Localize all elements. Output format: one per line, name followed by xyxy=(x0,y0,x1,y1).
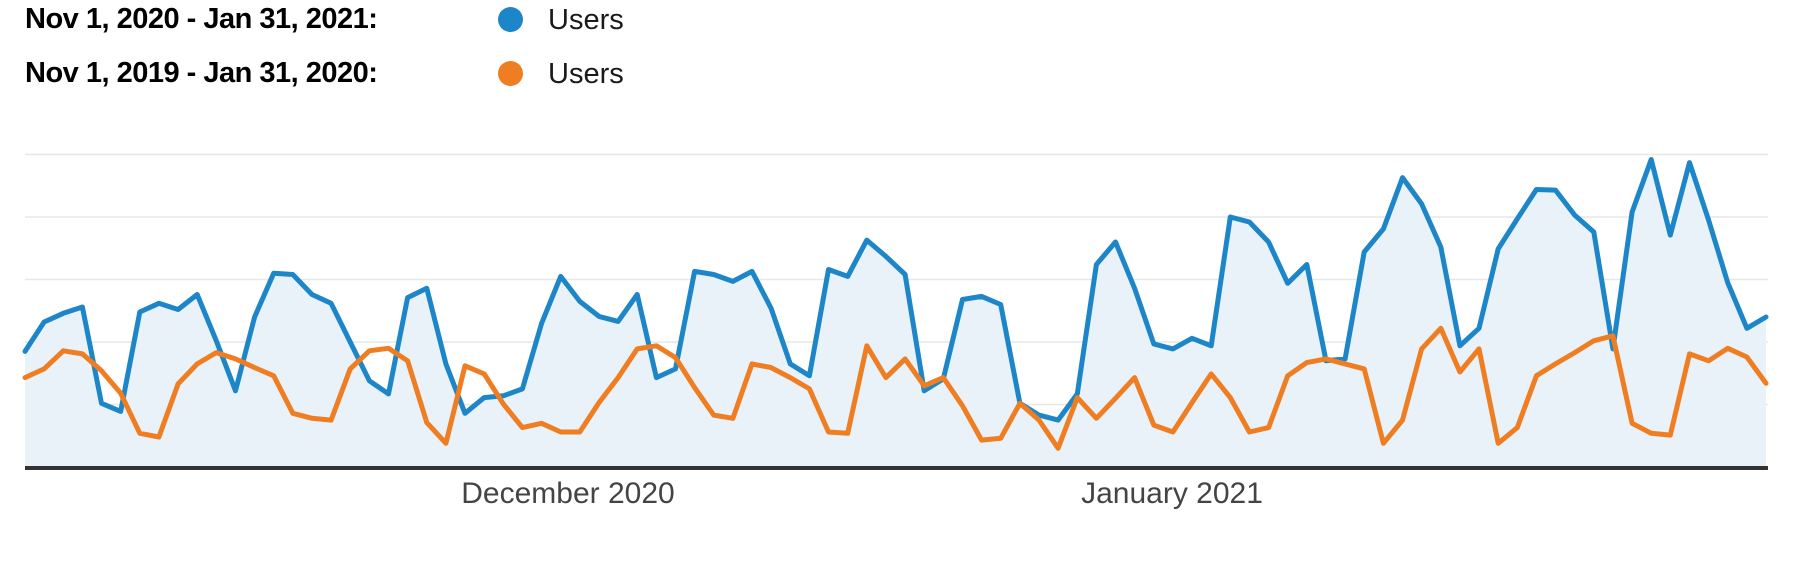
legend-series-dot-icon xyxy=(498,7,523,32)
legend-date-range-current: Nov 1, 2020 - Jan 31, 2021: xyxy=(25,3,378,35)
legend-row-previous-period: Nov 1, 2019 - Jan 31, 2020: Users xyxy=(0,57,1800,91)
current-period-line[interactable] xyxy=(22,157,1769,423)
x-axis-month-label: January 2021 xyxy=(1081,477,1263,510)
current-period-area-fill xyxy=(25,159,1766,466)
legend-row-current-period: Nov 1, 2020 - Jan 31, 2021: Users xyxy=(0,3,1800,37)
legend-series-dot-icon xyxy=(498,61,523,86)
previous-period-line[interactable] xyxy=(22,325,1769,451)
legend-date-range-previous: Nov 1, 2019 - Jan 31, 2020: xyxy=(25,57,378,89)
x-axis-month-label: December 2020 xyxy=(461,477,674,510)
legend-metric-current: Users xyxy=(548,4,624,36)
legend-metric-previous: Users xyxy=(548,58,624,90)
